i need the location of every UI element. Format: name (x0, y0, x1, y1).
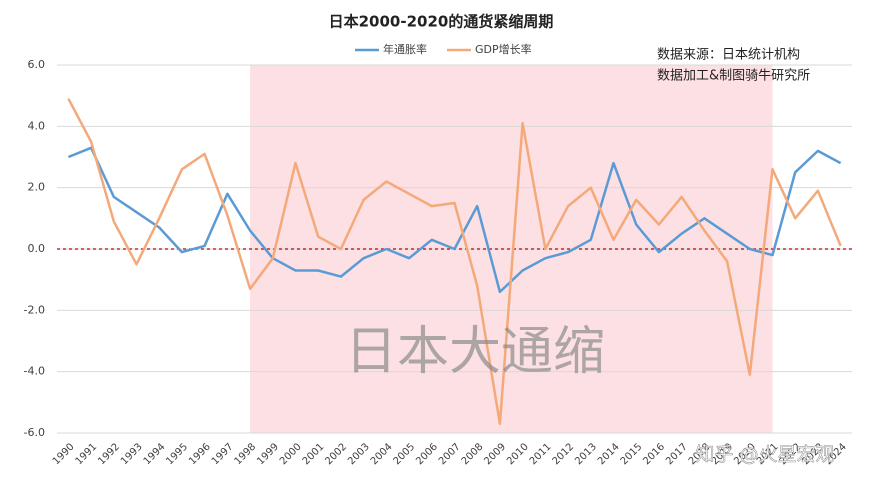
x-tick-label: 1996 (187, 441, 213, 467)
legend-label: 年通胀率 (383, 42, 427, 56)
legend-label: GDP增长率 (475, 42, 532, 56)
x-tick-label: 1995 (164, 441, 190, 467)
watermark: 日本大通缩 (345, 322, 605, 382)
x-tick-label: 1994 (142, 441, 168, 467)
x-tick-label: 2017 (664, 441, 690, 467)
x-tick-label: 1990 (51, 441, 77, 467)
x-tick-label: 2016 (641, 441, 667, 467)
site-watermark: 知乎 @火星宏观 (695, 444, 834, 466)
x-tick-label: 1991 (74, 441, 100, 467)
x-tick-label: 2006 (414, 441, 440, 467)
x-tick-label: 1997 (210, 441, 236, 467)
x-tick-label: 2008 (460, 441, 486, 467)
x-tick-label: 2000 (278, 441, 304, 467)
annotation: 数据来源：日本统计机构 (657, 48, 800, 63)
y-tick-label: -6.0 (24, 426, 45, 439)
x-tick-label: 2009 (482, 441, 508, 467)
x-tick-label: 1992 (96, 441, 122, 467)
x-tick-label: 2002 (323, 441, 349, 467)
x-tick-label: 2014 (596, 441, 622, 467)
series-line (67, 146, 842, 294)
x-tick-label: 2003 (346, 441, 372, 467)
x-tick-label: 2004 (369, 441, 395, 467)
chart-title: 日本2000-2020的通货紧缩周期 (329, 13, 554, 31)
x-tick-label: 2001 (301, 441, 327, 467)
x-tick-label: 2010 (505, 441, 531, 467)
y-tick-label: 6.0 (28, 58, 46, 71)
x-tick-label: 1998 (233, 441, 259, 467)
y-tick-label: -2.0 (24, 303, 45, 316)
annotation: 数据加工&制图骑牛研究所 (657, 69, 810, 84)
x-tick-label: 1999 (255, 441, 281, 467)
y-tick-label: 2.0 (28, 181, 46, 194)
x-tick-label: 1993 (119, 441, 145, 467)
y-tick-label: -4.0 (24, 365, 45, 378)
x-tick-label: 2011 (528, 441, 554, 467)
x-tick-label: 2013 (573, 441, 599, 467)
x-tick-label: 2012 (551, 441, 577, 467)
y-tick-label: 4.0 (28, 119, 46, 132)
x-tick-label: 2015 (619, 441, 645, 467)
y-tick-label: 0.0 (28, 242, 46, 255)
series-line (67, 98, 842, 426)
plot-area: -6.0 -4.0 -2.0 0.0 2.0 4.0 6.0 1990199119921993… (24, 58, 852, 467)
x-tick-label: 2005 (392, 441, 418, 467)
x-tick-label: 2007 (437, 441, 463, 467)
